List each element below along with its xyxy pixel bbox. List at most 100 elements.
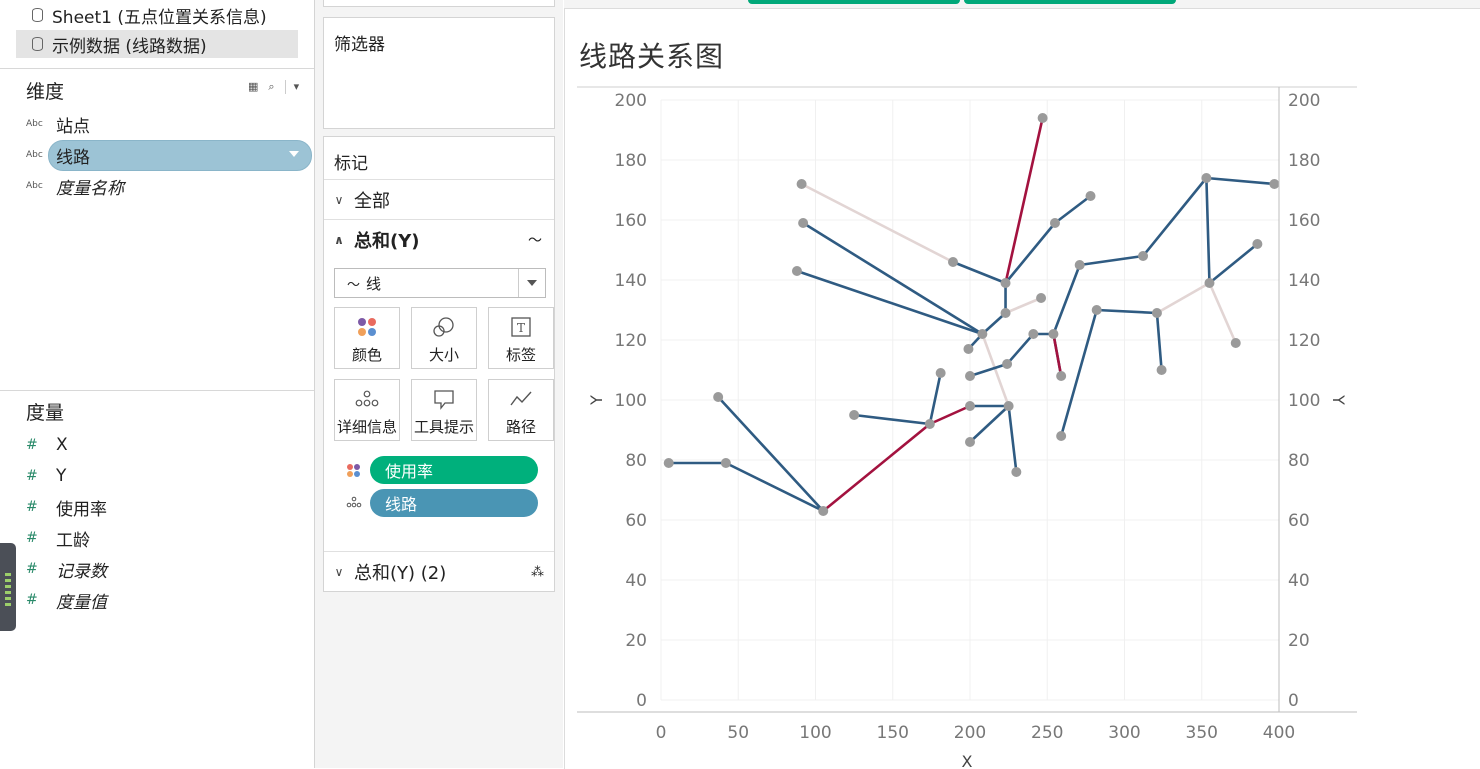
- line-segment: [853, 413, 930, 426]
- field-y[interactable]: # Y: [26, 462, 66, 490]
- station-point: [1000, 278, 1011, 288]
- field-label: 站点: [56, 116, 90, 137]
- station-point: [1049, 218, 1060, 228]
- list-view-icon[interactable]: ▦: [248, 80, 259, 93]
- y-tick-label: 140: [615, 271, 647, 291]
- filters-card[interactable]: 筛选器: [323, 17, 555, 129]
- line-pill[interactable]: 线路: [370, 489, 538, 517]
- detail-icon: [355, 390, 379, 407]
- number-type-icon: #: [26, 530, 38, 546]
- y-tick-label: 200: [615, 91, 647, 111]
- line-segment: [1005, 296, 1042, 315]
- label-button[interactable]: T 标签: [488, 307, 554, 369]
- chevron-down-icon[interactable]: [518, 269, 545, 297]
- station-point: [1085, 191, 1096, 201]
- datasource-label: 示例数据 (线路数据): [52, 36, 207, 57]
- shape-mark-icon: ⁂: [531, 564, 544, 580]
- station-point: [798, 218, 809, 228]
- x-tick-label: 350: [1186, 723, 1218, 743]
- color-icon: [358, 318, 376, 336]
- marks-title: 标记: [334, 154, 368, 174]
- mark-type-select[interactable]: 〜 线: [334, 268, 546, 298]
- button-label: 标签: [505, 346, 536, 364]
- marks-sum-y2-label: 总和(Y) (2): [354, 563, 447, 584]
- number-type-icon: #: [26, 499, 38, 515]
- station-point: [1138, 251, 1149, 261]
- y2-tick-label: 160: [1288, 211, 1320, 231]
- station-point: [1091, 305, 1102, 315]
- station-point: [1074, 260, 1085, 270]
- y-tick-label: 20: [625, 631, 647, 651]
- color-button[interactable]: 颜色: [334, 307, 400, 369]
- field-seniority[interactable]: # 工龄: [26, 524, 90, 552]
- station-point: [965, 371, 975, 381]
- station-point: [924, 419, 935, 429]
- filters-title: 筛选器: [334, 35, 385, 55]
- columns-pill-fragment[interactable]: [748, 0, 960, 4]
- pill-label: 使用率: [385, 462, 434, 481]
- field-measure-names[interactable]: Abc 度量名称: [26, 172, 124, 200]
- size-button[interactable]: 大小: [411, 307, 477, 369]
- station-point: [1028, 329, 1039, 339]
- path-icon: [510, 391, 532, 406]
- y2-tick-label: 180: [1288, 151, 1320, 171]
- usage-rate-pill[interactable]: 使用率: [370, 456, 538, 484]
- line-segment: [796, 269, 983, 336]
- size-icon: [433, 317, 454, 337]
- station-point: [1048, 329, 1059, 339]
- x-tick-label: 400: [1263, 723, 1295, 743]
- station-point: [1056, 371, 1067, 381]
- y-tick-label: 180: [615, 151, 647, 171]
- shelves-pane: 筛选器 标记 ∨ 全部 ∧ 总和(Y) 〜 〜 线 颜色: [315, 0, 563, 768]
- station-point: [1036, 293, 1047, 303]
- marks-sum-y-row[interactable]: ∧ 总和(Y) 〜: [324, 219, 554, 260]
- detail-button[interactable]: 详细信息: [334, 379, 400, 441]
- tooltip-button[interactable]: 工具提示: [411, 379, 477, 441]
- y2-tick-label: 80: [1288, 451, 1310, 471]
- line-segment: [981, 333, 1010, 407]
- field-line-selected[interactable]: [48, 140, 312, 171]
- path-button[interactable]: 路径: [488, 379, 554, 441]
- line-segment: [1205, 177, 1259, 285]
- line-mark-icon: 〜: [528, 233, 542, 249]
- field-measure-values[interactable]: # 度量值: [26, 586, 107, 614]
- field-label: X: [56, 435, 68, 455]
- marks-all-row[interactable]: ∨ 全部: [324, 179, 554, 220]
- marks-sum-y2-row[interactable]: ∨ 总和(Y) (2) ⁂: [324, 551, 554, 592]
- y2-tick-label: 140: [1288, 271, 1320, 291]
- datasource-sheet1[interactable]: Sheet1 (五点位置关系信息): [16, 1, 298, 29]
- station-point: [1269, 179, 1280, 189]
- field-station[interactable]: Abc 站点: [26, 110, 90, 138]
- chevron-down-icon[interactable]: [289, 151, 299, 157]
- pages-card-edge: [323, 0, 555, 7]
- station-point: [1000, 308, 1011, 318]
- field-record-count[interactable]: # 记录数: [26, 555, 107, 583]
- x-tick-label: 0: [656, 723, 667, 743]
- indicator-bar: [5, 585, 11, 588]
- line-segment: [668, 396, 825, 513]
- y-tick-label: 120: [615, 331, 647, 351]
- search-icon[interactable]: ⌕: [268, 80, 275, 93]
- line-segment: [1004, 117, 1044, 284]
- field-line[interactable]: Abc 线路: [26, 141, 90, 169]
- columns-pill-fragment[interactable]: [964, 0, 1176, 4]
- field-label: 度量值: [56, 592, 107, 613]
- worksheet: 线路关系图 0 0 20 20 40 40 60 60 80 80 100 100 120 120 140 1…: [564, 8, 1480, 769]
- datasource-sample[interactable]: 示例数据 (线路数据): [16, 30, 298, 58]
- field-x[interactable]: # X: [26, 431, 68, 459]
- y-tick-label: 80: [625, 451, 647, 471]
- indicator-bar: [5, 591, 11, 594]
- y2-tick-label: 0: [1288, 691, 1299, 711]
- chevron-down-icon[interactable]: ▾: [284, 80, 299, 94]
- station-point: [965, 437, 975, 447]
- database-icon: [30, 8, 44, 22]
- field-label: 使用率: [56, 499, 107, 520]
- svg-text:T: T: [517, 321, 525, 335]
- station-point: [720, 458, 731, 468]
- divider: [0, 68, 314, 69]
- x-tick-label: 200: [954, 723, 986, 743]
- side-panel-handle[interactable]: [0, 543, 16, 631]
- field-usage-rate[interactable]: # 使用率: [26, 493, 107, 521]
- chevron-down-icon: ∨: [334, 193, 344, 207]
